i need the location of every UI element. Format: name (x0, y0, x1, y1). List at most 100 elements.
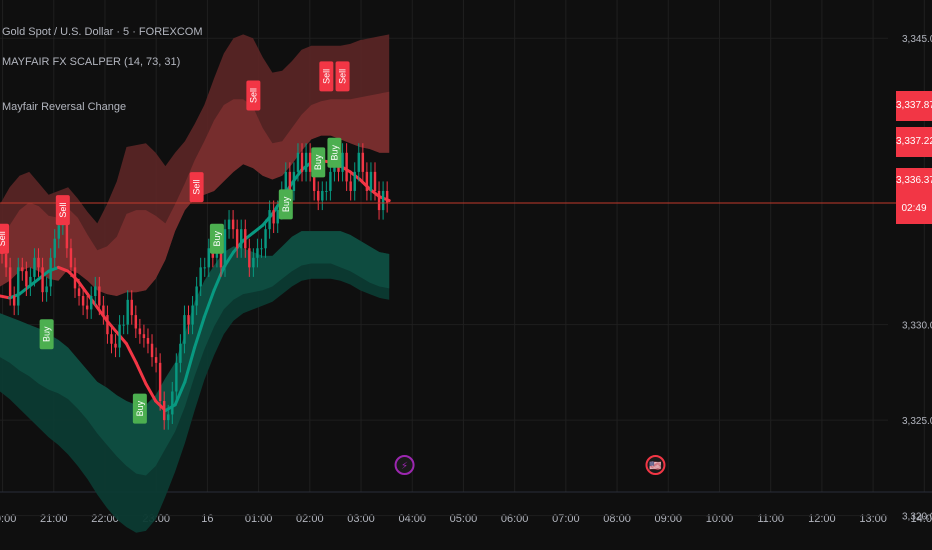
sell-signal-label: Sell (335, 61, 350, 92)
x-tick-label: 06:00 (501, 513, 529, 525)
candle-body (385, 190, 389, 204)
indicator-label-reversal[interactable]: Mayfair Reversal Change (2, 101, 127, 113)
x-tick-label: 03:00 (347, 513, 375, 525)
candle-body (106, 315, 109, 335)
candle-body (381, 190, 385, 211)
candle-body (77, 288, 81, 297)
x-tick-label: 08:00 (603, 513, 631, 525)
price-label-last: 3,336.37 (896, 168, 932, 194)
candle-body (252, 257, 255, 268)
signal-box (209, 223, 224, 254)
green-band-outer (0, 231, 390, 533)
us-flag-event-icon-glyph: 🇺🇸 (649, 460, 662, 472)
candle-body (12, 296, 16, 306)
candle-body (248, 248, 251, 268)
sell-signal-label: Sell (189, 172, 204, 203)
x-tick-label: 12:00 (808, 513, 836, 525)
buy-signal-label: Buy (327, 137, 342, 168)
candle-body (312, 171, 316, 191)
signal-text: Buy (42, 326, 52, 342)
green-band-inner (0, 231, 390, 476)
candle-body (65, 221, 69, 249)
y-tick-label: 3,345.00 (902, 34, 932, 45)
candle-body (57, 225, 60, 239)
candle-body (8, 267, 12, 297)
candle-body (365, 171, 369, 191)
candle-body (114, 343, 117, 348)
ma-line-segment (134, 361, 148, 386)
buy-signal-label: Buy (132, 393, 147, 424)
sell-signal-label: Sell (246, 80, 261, 111)
indicator-label-scalper[interactable]: MAYFAIR FX SCALPER (14, 73, 31) (2, 56, 181, 68)
signal-text: Buy (329, 145, 339, 161)
signal-text: Sell (0, 231, 7, 246)
buy-signal-label: Buy (278, 189, 293, 220)
ma-line-segment (358, 178, 372, 191)
x-tick-label: 13:00 (859, 513, 887, 525)
candle-body (158, 362, 162, 402)
signal-box (278, 189, 293, 220)
ma-line-segment (183, 346, 197, 384)
ma-line-segment (193, 315, 206, 350)
ma-line-segment (0, 294, 12, 300)
symbol-title[interactable]: Gold Spot / U.S. Dollar · 5 · FOREXCOM (2, 26, 203, 38)
ma-line-segment (144, 382, 158, 403)
candle-body (154, 357, 158, 363)
candle-body (167, 414, 170, 421)
candle-body (256, 248, 259, 258)
candle-body (239, 229, 243, 249)
candle-body (29, 276, 32, 287)
candle-body (85, 305, 89, 310)
candle-body (130, 299, 133, 316)
signal-box (39, 319, 54, 350)
signal-text: Buy (313, 154, 323, 170)
candle-body (361, 152, 365, 172)
signal-box (0, 223, 10, 254)
price-label-upper: 3,337.87 (896, 91, 932, 121)
signal-box (132, 393, 147, 424)
candle-body (98, 286, 101, 306)
candle-body (325, 190, 328, 192)
x-tick-label: 21:00 (40, 513, 68, 525)
candle-body (195, 286, 198, 306)
candle-body (377, 190, 381, 211)
candle-body (308, 152, 312, 172)
signal-text: Sell (338, 69, 348, 84)
candle-body (292, 171, 296, 191)
signal-text: Sell (58, 203, 68, 218)
candle-body (373, 171, 377, 191)
candle-body (199, 267, 202, 287)
ma-line-segment (212, 265, 226, 292)
ma-line-segment (17, 284, 31, 296)
buy-signal-label: Buy (311, 147, 326, 178)
candle-body (288, 171, 292, 191)
buy-signal-label: Buy (209, 223, 224, 254)
candle-body (41, 267, 44, 293)
price-label-mid: 3,337.22 (896, 127, 932, 157)
candle-body (345, 152, 348, 182)
x-tick-label: 07:00 (552, 513, 580, 525)
candle-body (304, 152, 308, 172)
candle-body (53, 238, 56, 258)
candle-body (162, 401, 166, 421)
candle-body (321, 190, 324, 201)
candle-body (219, 248, 223, 268)
candle-body (175, 362, 178, 392)
signal-box (311, 147, 326, 178)
x-tick-label: 04:00 (398, 513, 426, 525)
candle-body (49, 257, 52, 287)
candle-body (317, 190, 320, 201)
signal-text: Buy (212, 230, 222, 246)
ma-line-segment (202, 288, 216, 319)
ma-line-segment (124, 342, 138, 365)
lightning-event-icon-glyph: ⚡ (401, 461, 408, 472)
y-tick-label: 3,325.00 (902, 416, 932, 427)
candle-body (138, 328, 142, 335)
candle-body (21, 267, 24, 272)
x-tick-label: 10:00 (706, 513, 734, 525)
x-tick-label: 14:00 (911, 513, 932, 525)
signal-box (327, 137, 342, 168)
candle-body (146, 338, 150, 344)
ma-line-segment (56, 265, 70, 273)
